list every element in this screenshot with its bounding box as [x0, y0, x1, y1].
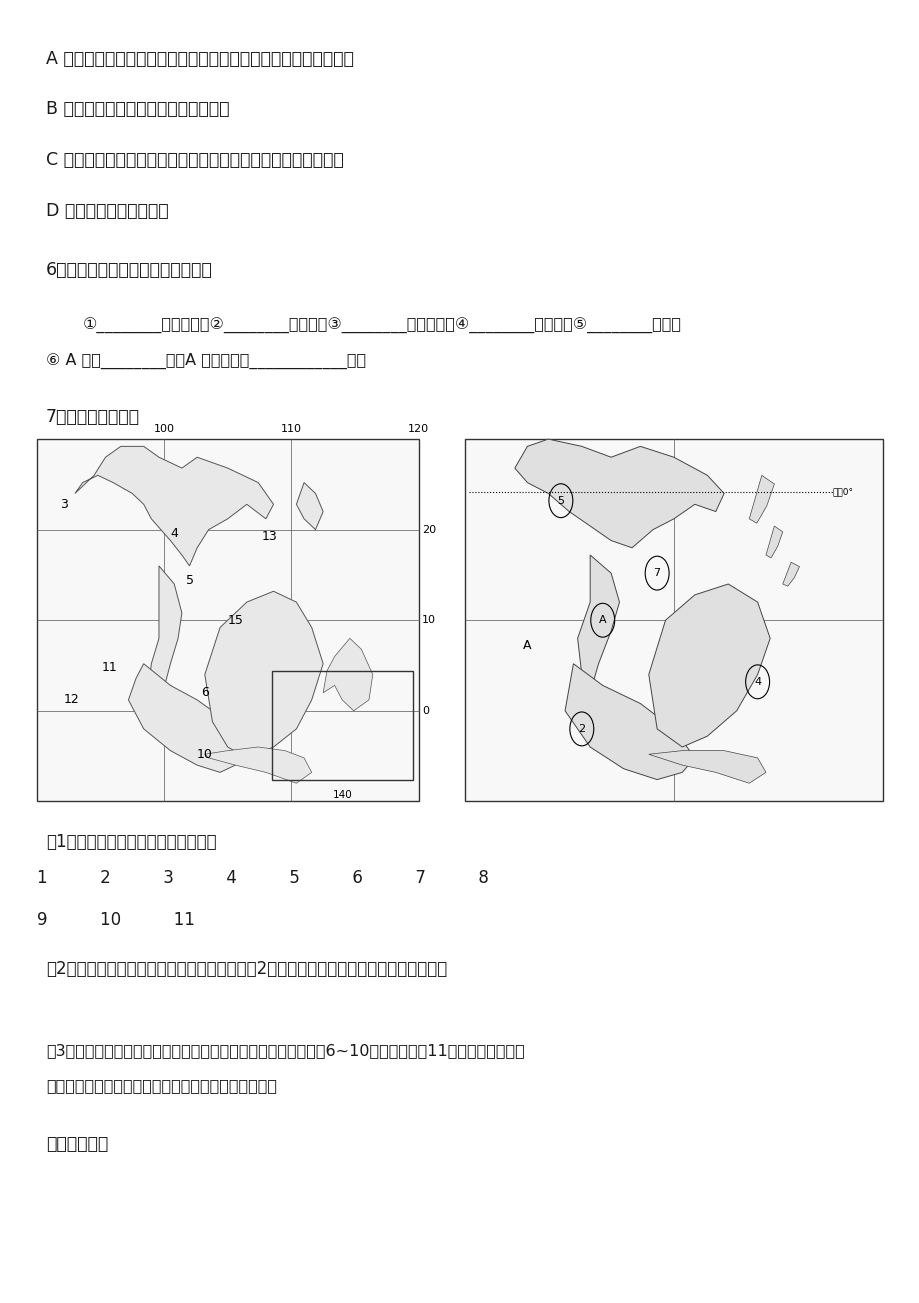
- Text: 风。农作物在　　　　　季播种，在　　　　　收获。: 风。农作物在 季播种，在 收获。: [46, 1078, 277, 1093]
- Text: 0: 0: [422, 706, 429, 715]
- Text: B 中南半岛的河流自北向南注入印度洋: B 中南半岛的河流自北向南注入印度洋: [46, 100, 229, 119]
- Text: （3）中南半岛大部分和菲律宾群岛北部属　　　　　气候，每年6~10月吹　　风，11月到第二年五月吹: （3）中南半岛大部分和菲律宾群岛北部属 气候，每年6~10月吹 风，11月到第二…: [46, 1042, 524, 1058]
- Text: 3: 3: [60, 498, 67, 511]
- Text: 1          2          3          4          5          6          7          8: 1 2 3 4 5 6 7 8: [37, 869, 488, 887]
- Polygon shape: [323, 638, 372, 711]
- Text: （1）填注图中序号代表的地理事物：: （1）填注图中序号代表的地理事物：: [46, 833, 216, 851]
- Text: 赤道0°: 赤道0°: [832, 487, 853, 496]
- Text: 4: 4: [754, 676, 760, 687]
- Text: A 中南半岛位于太平洋与印度洋之间，与马来半岛共同组成东南亚: A 中南半岛位于太平洋与印度洋之间，与马来半岛共同组成东南亚: [46, 50, 354, 68]
- Text: C 山河南北纵列分布，自西向东有湄公河、湄南河、伊洛瓦底江: C 山河南北纵列分布，自西向东有湄公河、湄南河、伊洛瓦底江: [46, 151, 344, 169]
- Text: 5: 5: [557, 495, 563, 506]
- Text: 20: 20: [422, 525, 436, 534]
- Bar: [464, 439, 882, 801]
- Text: 110: 110: [280, 423, 301, 434]
- Text: ①________（国家）；②________（首都）③________（河流）；④________（气候）⑤________半岛；: ①________（国家）；②________（首都）③________（河流）…: [83, 318, 681, 334]
- Text: 120: 120: [408, 423, 428, 434]
- Polygon shape: [75, 447, 273, 566]
- Text: 6: 6: [200, 687, 209, 700]
- Bar: [271, 671, 413, 779]
- Text: D 中南半岛大多位于热带: D 中南半岛大多位于热带: [46, 202, 168, 220]
- Bar: [37, 439, 418, 801]
- Text: 6、读《东南亚地区略图》，回答：: 6、读《东南亚地区略图》，回答：: [46, 261, 212, 279]
- Polygon shape: [564, 663, 694, 779]
- Text: 2: 2: [578, 724, 584, 734]
- Text: 7: 7: [652, 568, 660, 579]
- Text: 13: 13: [262, 530, 278, 543]
- Text: ⑥ A 岛是________　　A 岛的北面是____________半岛: ⑥ A 岛是________ A 岛的北面是____________半岛: [46, 353, 366, 369]
- Text: （2）马来群岛多火山，其主要原因是什么？（2）马来群岛多火山，其主要原因是什么？: （2）马来群岛多火山，其主要原因是什么？（2）马来群岛多火山，其主要原因是什么？: [46, 960, 447, 979]
- Polygon shape: [748, 476, 774, 523]
- Polygon shape: [648, 751, 766, 783]
- Polygon shape: [296, 482, 323, 530]
- Text: A: A: [598, 615, 606, 625]
- Text: 12: 12: [63, 693, 79, 706]
- Text: 10: 10: [197, 748, 212, 761]
- Polygon shape: [766, 526, 782, 558]
- Polygon shape: [515, 439, 723, 547]
- Polygon shape: [129, 663, 246, 773]
- Polygon shape: [205, 747, 312, 783]
- Text: 【课堂小结】: 【课堂小结】: [46, 1135, 108, 1153]
- Polygon shape: [782, 563, 799, 586]
- Polygon shape: [577, 555, 618, 693]
- Polygon shape: [205, 592, 323, 758]
- Text: 5: 5: [186, 573, 193, 586]
- Text: 9          10          11: 9 10 11: [37, 911, 195, 929]
- Text: A: A: [523, 638, 531, 652]
- Polygon shape: [648, 584, 769, 747]
- Text: 4: 4: [170, 526, 178, 539]
- Text: 10: 10: [422, 615, 436, 625]
- Polygon shape: [147, 566, 182, 728]
- Text: 100: 100: [153, 423, 175, 434]
- Text: 7、读上图，回答：: 7、读上图，回答：: [46, 408, 140, 426]
- Text: 140: 140: [332, 791, 352, 800]
- Text: 11: 11: [101, 661, 117, 674]
- Text: 15: 15: [227, 614, 243, 627]
